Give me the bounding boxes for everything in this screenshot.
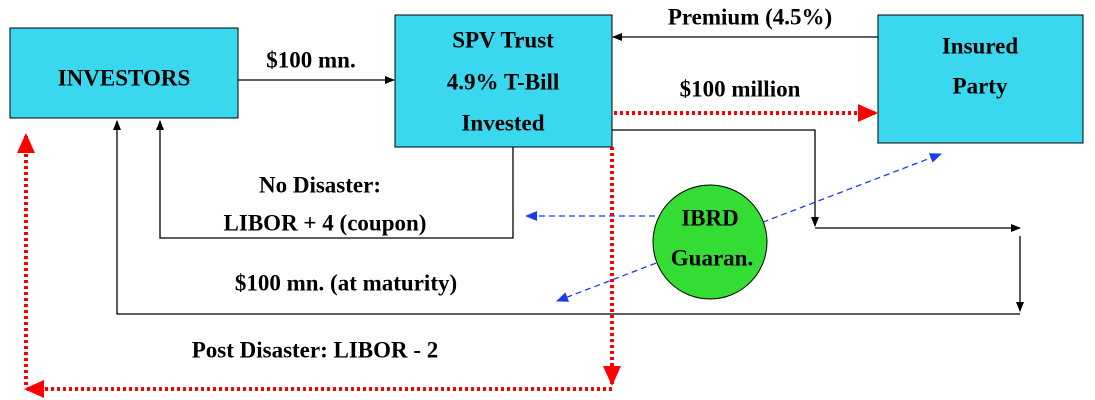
node-label: SPV Trust	[452, 27, 554, 52]
arrow	[113, 120, 1020, 315]
edge-label: $100 million	[680, 76, 801, 101]
edge-label: No Disaster:	[259, 172, 381, 197]
node-label: Guaran.	[671, 245, 753, 270]
edge-label: Post Disaster: LIBOR - 2	[192, 337, 439, 362]
edge-label: Premium (4.5%)	[668, 4, 832, 29]
insured-box	[877, 14, 1084, 144]
spv-box	[394, 14, 613, 148]
node-label: Invested	[461, 110, 544, 135]
node-label: INVESTORS	[58, 65, 191, 90]
edge-label: $100 mn. (at maturity)	[235, 270, 457, 295]
node-label: Insured	[942, 33, 1018, 58]
edge-label: LIBOR + 4 (coupon)	[224, 210, 427, 235]
arrow	[156, 120, 514, 239]
node-label: Party	[953, 73, 1008, 98]
investors-box	[9, 27, 239, 119]
node-label: 4.9% T-Bill	[447, 69, 559, 94]
ibrd-circle	[652, 184, 768, 300]
edge-label: $100 mn.	[266, 47, 355, 72]
node-label: IBRD	[681, 205, 739, 230]
